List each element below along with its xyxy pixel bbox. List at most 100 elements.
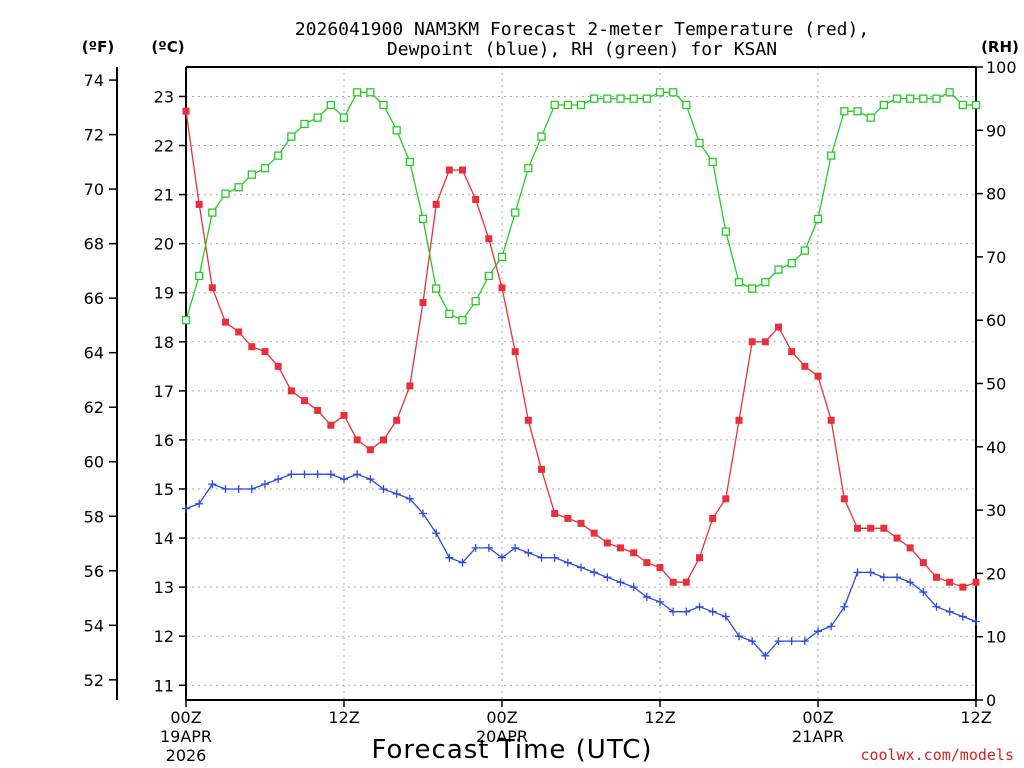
rh-point	[497, 252, 507, 262]
2-meter-temperature-point	[182, 107, 190, 115]
rh-point	[945, 88, 954, 97]
2-meter-temperature-point	[801, 362, 809, 370]
rh-point	[866, 113, 875, 122]
time-tick-label: 00Z	[170, 708, 201, 727]
2-meter-temperature-point	[603, 539, 611, 547]
dewpoint-point	[234, 485, 243, 493]
2-meter-temperature-point	[696, 554, 703, 562]
dewpoint-point	[603, 573, 612, 582]
2-meter-temperature-point	[380, 436, 387, 444]
2-meter-temperature-point	[485, 235, 493, 243]
dewpoint-point	[708, 607, 717, 616]
rh-point	[629, 94, 638, 103]
2-meter-temperature-point	[972, 578, 980, 586]
rh-point	[919, 94, 928, 103]
rh-point	[550, 100, 559, 110]
rh-point	[405, 157, 414, 167]
dewpoint-point	[761, 651, 770, 660]
celsius-tick-label: 16	[154, 431, 174, 450]
dewpoint-point	[932, 602, 941, 611]
rh-point	[958, 100, 967, 110]
fahrenheit-tick-label: 58	[84, 507, 104, 526]
rh-tick-label: 100	[986, 58, 1017, 77]
rh-point	[892, 94, 902, 103]
rh-point	[563, 100, 572, 110]
2-meter-temperature-point	[287, 387, 295, 395]
2-meter-temperature-point	[564, 514, 572, 522]
rh-tick-label: 10	[986, 628, 1006, 647]
rh-point	[787, 259, 796, 268]
celsius-unit-label: (ºC)	[151, 38, 184, 56]
rh-point	[195, 271, 204, 281]
rh-point	[313, 113, 322, 122]
dewpoint-point	[524, 548, 533, 557]
dewpoint-point	[735, 632, 743, 641]
dewpoint-point	[221, 485, 230, 493]
time-tick-date: 19APR	[160, 727, 212, 746]
dewpoint-point	[300, 470, 309, 479]
2-meter-temperature-point	[906, 544, 914, 552]
credit-text: coolwx.com/models	[860, 746, 1014, 764]
2-meter-temperature-point	[933, 573, 940, 581]
2-meter-temperature-point	[788, 348, 796, 356]
dewpoint-point	[958, 612, 967, 621]
fahrenheit-tick-label: 52	[84, 671, 104, 690]
2-meter-temperature-point	[551, 510, 559, 518]
dewpoint-point	[787, 637, 796, 646]
rh-point	[642, 94, 651, 103]
rh-point	[827, 151, 836, 160]
2-meter-temperature-point	[775, 323, 782, 331]
rh-point	[366, 88, 375, 97]
rh-point	[695, 138, 704, 148]
2-meter-temperature-point	[538, 465, 545, 473]
celsius-tick-label: 18	[154, 333, 174, 352]
2-meter-temperature-point	[840, 495, 848, 503]
rh-point	[353, 88, 362, 97]
rh-point	[603, 94, 612, 103]
2-meter-temperature-point	[867, 524, 875, 532]
rh-point	[339, 113, 349, 122]
2-meter-temperature-point	[327, 421, 335, 429]
rh-tick-label: 20	[986, 564, 1006, 583]
2-meter-temperature-point	[222, 318, 229, 326]
2-meter-temperature-point	[814, 372, 822, 380]
rh-point	[906, 94, 915, 103]
rh-point	[432, 284, 441, 293]
rh-point	[471, 297, 480, 306]
time-tick-year: 2026	[166, 746, 207, 765]
rh-point	[287, 132, 296, 141]
fahrenheit-unit-label: (ºF)	[82, 38, 114, 56]
rh-tick-label: 50	[986, 375, 1006, 394]
chart-title-line-2: Dewpoint (blue), RH (green) for KSAN	[387, 39, 777, 60]
rh-point	[208, 208, 217, 217]
celsius-tick-label: 12	[154, 627, 174, 646]
dewpoint-point	[326, 470, 335, 479]
2-meter-temperature-point	[511, 348, 519, 356]
fahrenheit-tick-label: 56	[84, 562, 104, 581]
dewpoint-point	[669, 607, 678, 616]
2-meter-temperature-point	[340, 411, 348, 419]
fahrenheit-axis: 52 54 56 58 60 62 64 66 68 70 72 74	[84, 71, 117, 690]
dewpoint-point	[274, 475, 283, 484]
dewpoint-point	[182, 504, 190, 513]
rh-point	[458, 316, 467, 325]
dewpoint-point	[748, 637, 757, 646]
dewpoint-point	[577, 563, 585, 572]
2-meter-temperature-point	[432, 200, 440, 208]
rh-point	[590, 94, 599, 103]
2-meter-temperature-point	[735, 416, 743, 424]
rh-point	[445, 309, 454, 319]
dewpoint-point	[498, 553, 506, 562]
dewpoint-point	[827, 622, 836, 631]
2-meter-temperature-point	[761, 338, 769, 346]
2-meter-temperature-point	[880, 524, 888, 532]
celsius-tick-label: 17	[154, 382, 174, 401]
celsius-tick-label: 15	[154, 480, 174, 499]
fahrenheit-tick-label: 74	[84, 71, 104, 90]
dewpoint-point	[208, 480, 217, 489]
dewpoint-point	[340, 475, 348, 484]
dewpoint-point	[840, 602, 849, 611]
2-meter-temperature-point	[419, 299, 427, 307]
